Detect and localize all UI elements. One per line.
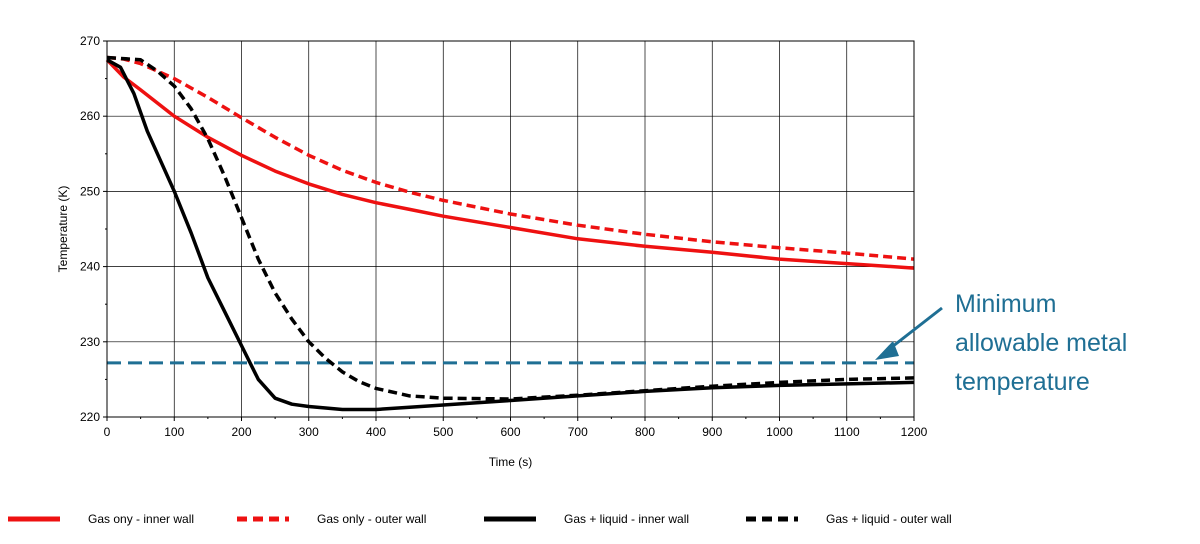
- y-axis-title: Temperature (K): [56, 186, 70, 273]
- legend: Gas ony - inner wall Gas only - outer wal…: [8, 512, 952, 526]
- x-tick-label: 300: [299, 425, 319, 439]
- series-line-2: [106, 55, 915, 261]
- y-tick-label: 270: [80, 34, 100, 48]
- annotation-line-3: temperature: [955, 368, 1090, 396]
- x-tick-label: 400: [366, 425, 386, 439]
- legend-label-2: Gas only - outer wall: [317, 512, 426, 526]
- y-tick-label: 240: [80, 260, 100, 274]
- x-tick-label: 1100: [834, 425, 860, 439]
- annotation-arrow-head: [875, 341, 899, 360]
- annotation-group: Minimum allowable metal temperature: [875, 290, 1127, 396]
- series-line-1: [105, 58, 915, 270]
- x-tick-label: 0: [104, 425, 111, 439]
- series-line-4: [106, 55, 915, 401]
- annotation-arrow: [887, 306, 943, 352]
- x-tick-label: 500: [433, 425, 453, 439]
- x-tick-label: 200: [231, 425, 251, 439]
- annotation-line-1: Minimum: [955, 290, 1056, 318]
- ticks-group: 0 100 200 300 400 500 600 700 800 900 1000 1100 1200…: [80, 34, 928, 439]
- x-tick-label: 700: [568, 425, 588, 439]
- legend-label-4: Gas + liquid - outer wall: [826, 512, 952, 526]
- x-tick-label: 1000: [766, 425, 793, 439]
- x-tick-label: 1200: [901, 425, 928, 439]
- series-group: [105, 55, 915, 412]
- x-axis-title: Time (s): [489, 455, 533, 469]
- legend-label-1: Gas ony - inner wall: [88, 512, 194, 526]
- y-tick-label: 230: [80, 335, 100, 349]
- x-tick-label: 900: [702, 425, 722, 439]
- x-tick-label: 100: [164, 425, 184, 439]
- x-tick-label: 800: [635, 425, 655, 439]
- y-tick-label: 250: [80, 184, 100, 198]
- annotation-line-2: allowable metal: [955, 329, 1127, 357]
- y-tick-label: 220: [80, 410, 100, 424]
- y-tick-label: 260: [80, 109, 100, 123]
- legend-label-3: Gas + liquid - inner wall: [564, 512, 689, 526]
- x-tick-label: 600: [500, 425, 520, 439]
